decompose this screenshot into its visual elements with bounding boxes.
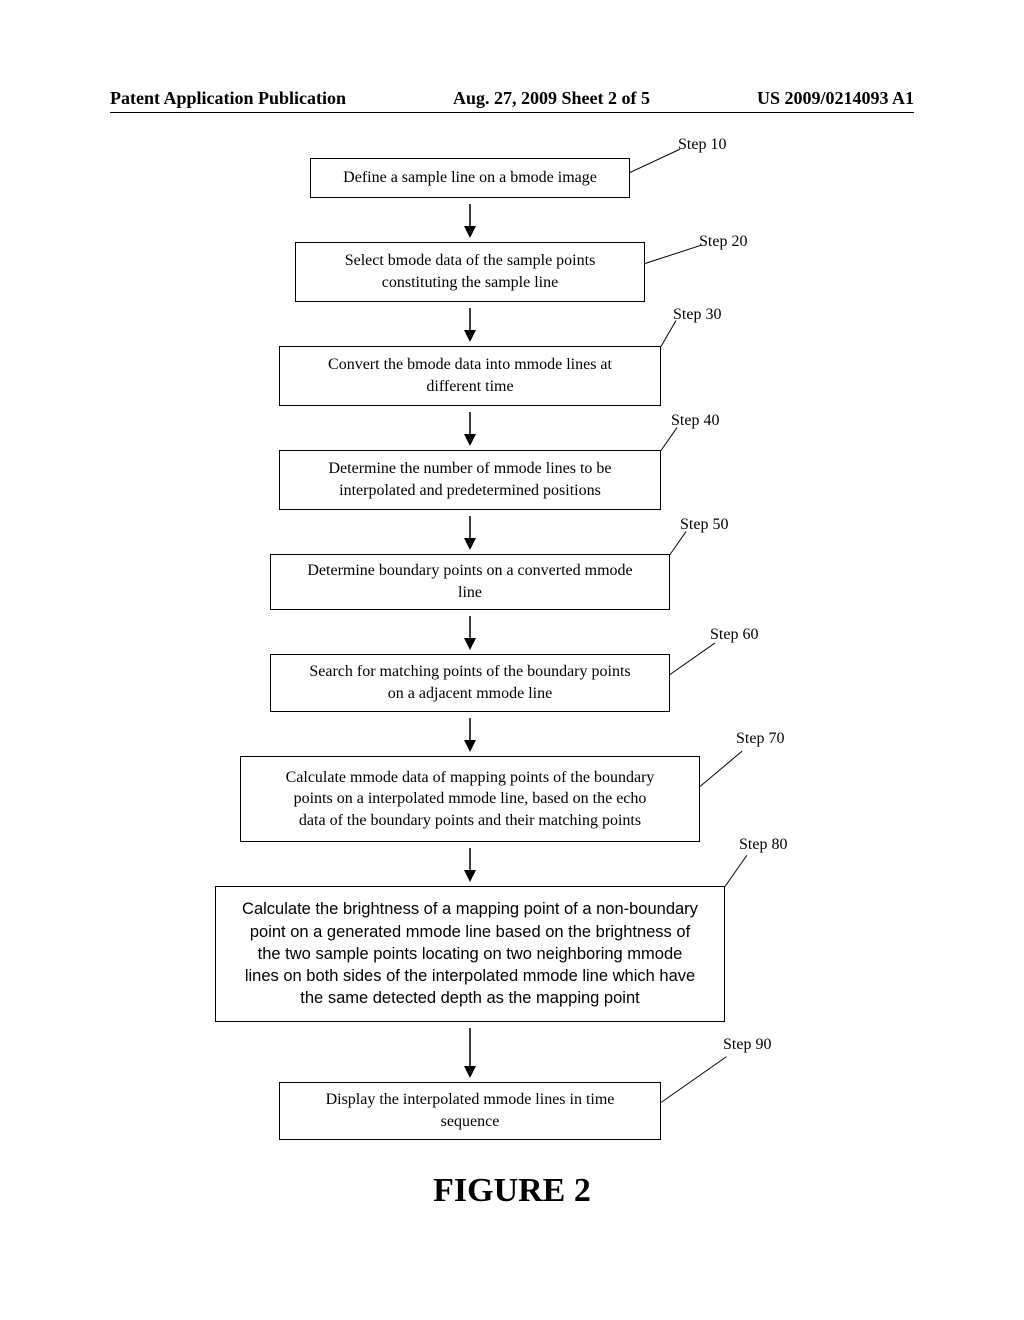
flow-arrow: [460, 616, 480, 652]
header-rule: [110, 112, 914, 113]
flow-step-70-line: Calculate mmode data of mapping points o…: [286, 767, 655, 789]
flow-step-20: Select bmode data of the sample pointsco…: [295, 242, 645, 302]
flow-arrow: [460, 718, 480, 754]
flow-arrow: [460, 516, 480, 552]
flow-step-20-line: Select bmode data of the sample points: [345, 250, 596, 272]
step-leader-40: [661, 427, 678, 451]
flow-step-40: Determine the number of mmode lines to b…: [279, 450, 661, 510]
flow-step-20-line: constituting the sample line: [382, 272, 558, 294]
step-leader-20: [645, 244, 702, 263]
step-label-10: Step 10: [678, 136, 726, 154]
flow-step-90: Display the interpolated mmode lines in …: [279, 1082, 661, 1140]
flow-step-10-line: Define a sample line on a bmode image: [343, 167, 597, 189]
flow-step-30: Convert the bmode data into mmode lines …: [279, 346, 661, 406]
step-label-70: Step 70: [736, 730, 784, 748]
flow-step-70-line: points on a interpolated mmode line, bas…: [294, 788, 647, 810]
flow-step-40-line: Determine the number of mmode lines to b…: [328, 458, 611, 480]
step-leader-70: [700, 751, 743, 787]
flow-step-80-line: point on a generated mmode line based on…: [250, 921, 690, 943]
flow-step-60: Search for matching points of the bounda…: [270, 654, 670, 712]
step-label-60: Step 60: [710, 626, 758, 644]
step-leader-30: [661, 320, 677, 346]
flow-step-80-line: the same detected depth as the mapping p…: [300, 987, 639, 1009]
page-header: Patent Application Publication Aug. 27, …: [0, 88, 1024, 109]
step-leader-10: [630, 149, 680, 173]
flow-step-80-line: lines on both sides of the interpolated …: [245, 965, 695, 987]
flow-step-50-line: line: [458, 582, 482, 604]
step-leader-90: [661, 1057, 727, 1104]
step-label-40: Step 40: [671, 412, 719, 430]
flow-step-80-line: Calculate the brightness of a mapping po…: [242, 898, 698, 920]
flow-step-90-line: sequence: [441, 1111, 500, 1133]
flow-step-40-line: interpolated and predetermined positions: [339, 480, 601, 502]
header-left: Patent Application Publication: [110, 88, 346, 109]
step-leader-80: [725, 855, 748, 887]
flow-step-50: Determine boundary points on a converted…: [270, 554, 670, 610]
flow-step-60-line: Search for matching points of the bounda…: [309, 661, 630, 683]
flow-step-70-line: data of the boundary points and their ma…: [299, 810, 641, 832]
flow-step-70: Calculate mmode data of mapping points o…: [240, 756, 700, 842]
flow-step-30-line: different time: [426, 376, 513, 398]
step-label-50: Step 50: [680, 516, 728, 534]
figure-title: FIGURE 2: [0, 1172, 1024, 1210]
flow-step-90-line: Display the interpolated mmode lines in …: [326, 1089, 615, 1111]
flow-step-50-line: Determine boundary points on a converted…: [307, 560, 632, 582]
flow-step-80-line: the two sample points locating on two ne…: [258, 943, 683, 965]
flow-arrow: [460, 412, 480, 448]
flow-step-80: Calculate the brightness of a mapping po…: [215, 886, 725, 1022]
step-label-80: Step 80: [739, 836, 787, 854]
flow-arrow: [460, 204, 480, 240]
header-center: Aug. 27, 2009 Sheet 2 of 5: [453, 88, 650, 109]
step-leader-50: [670, 531, 687, 555]
header-right: US 2009/0214093 A1: [757, 88, 914, 109]
step-label-20: Step 20: [699, 233, 747, 251]
flow-step-30-line: Convert the bmode data into mmode lines …: [328, 354, 612, 376]
flow-arrow: [460, 848, 480, 884]
step-label-30: Step 30: [673, 306, 721, 324]
step-label-90: Step 90: [723, 1036, 771, 1054]
flow-arrow: [460, 308, 480, 344]
flow-step-10: Define a sample line on a bmode image: [310, 158, 630, 198]
flow-step-60-line: on a adjacent mmode line: [388, 683, 552, 705]
step-leader-60: [670, 643, 716, 675]
flow-arrow: [460, 1028, 480, 1080]
